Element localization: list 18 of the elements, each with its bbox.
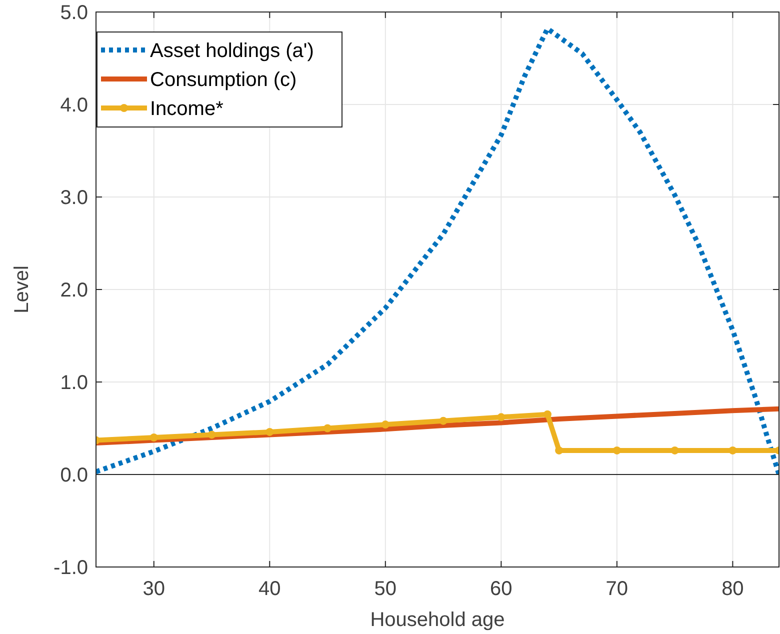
- legend-label: Asset holdings (a'): [150, 40, 314, 62]
- legend-label: Consumption (c): [150, 69, 297, 91]
- y-tick-label: 2.0: [60, 280, 88, 302]
- y-tick-label: 4.0: [60, 94, 88, 116]
- x-tick-label: 30: [142, 578, 166, 600]
- y-tick-label: 1.0: [60, 372, 88, 394]
- x-tick-label: 50: [374, 578, 397, 600]
- x-tick-label: 40: [258, 578, 281, 600]
- x-axis-title: Household age: [370, 609, 505, 631]
- y-axis-title: Level: [11, 266, 33, 314]
- y-tick-label: 5.0: [60, 2, 88, 24]
- y-tick-label: 3.0: [60, 187, 88, 209]
- x-tick-label: 80: [722, 578, 744, 600]
- legend-label: Income*: [150, 98, 224, 120]
- y-tick-label: -1.0: [54, 557, 88, 579]
- x-tick-label: 60: [490, 578, 512, 600]
- y-tick-label: 0.0: [60, 464, 88, 486]
- x-tick-label: 70: [606, 578, 628, 600]
